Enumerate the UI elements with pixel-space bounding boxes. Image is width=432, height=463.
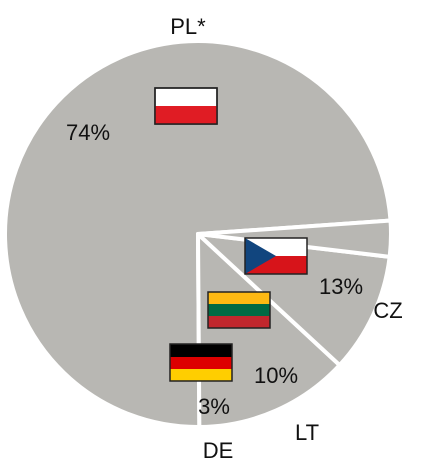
slice-value-cz: 13% [319, 274, 363, 299]
slice-name-lt: LT [295, 420, 319, 445]
slice-value-pl: 74% [66, 120, 110, 145]
slice-name-de: DE [203, 438, 234, 463]
slice-name-pl: PL* [170, 14, 206, 39]
poland-flag [154, 87, 218, 125]
slice-value-lt: 10% [254, 363, 298, 388]
slice-value-de: 3% [198, 394, 230, 419]
pie-slice-cz [196, 232, 342, 429]
czech-flag [244, 237, 308, 275]
lithuania-flag [207, 291, 271, 329]
germany-flag [169, 343, 233, 382]
slice-name-cz: CZ [373, 298, 402, 323]
